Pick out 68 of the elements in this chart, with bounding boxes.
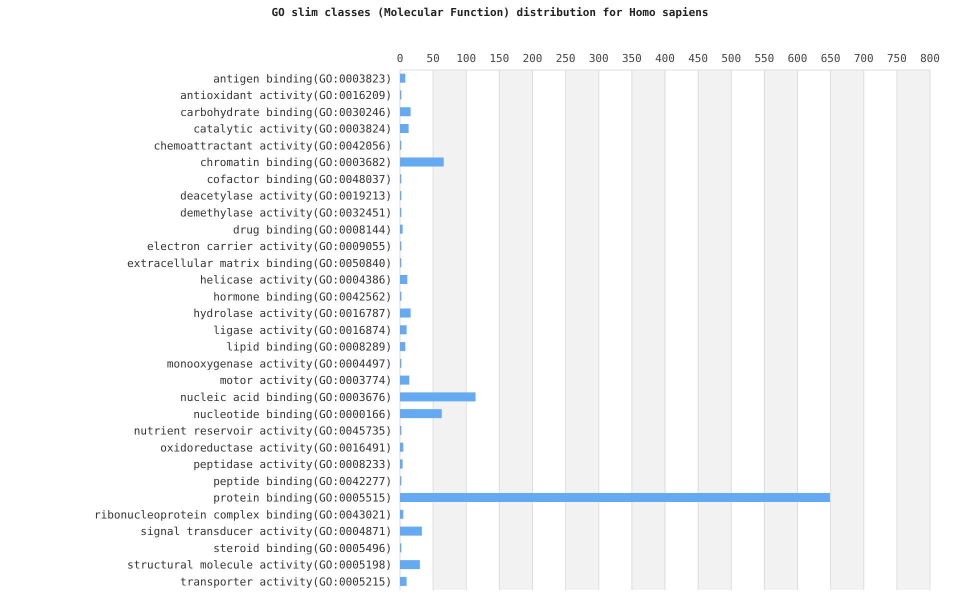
bar xyxy=(400,493,830,502)
y-tick-label: peptide binding(GO:0042277) xyxy=(213,474,392,488)
bar xyxy=(400,560,420,570)
bar xyxy=(400,526,422,536)
y-tick-label: nutrient reservoir activity(GO:0045735) xyxy=(134,424,392,438)
bar xyxy=(400,459,403,468)
x-tick-label: 150 xyxy=(489,52,510,65)
bar xyxy=(400,325,407,334)
x-tick-label: 600 xyxy=(788,52,808,65)
y-tick-label: nucleic acid binding(GO:0003676) xyxy=(180,391,392,404)
bar xyxy=(400,274,408,284)
y-tick-label: electron carrier activity(GO:0009055) xyxy=(146,240,392,254)
y-tick-label: hormone binding(GO:0042562) xyxy=(213,290,392,304)
bar xyxy=(400,124,409,134)
y-tick-label: peptidase activity(GO:0008233) xyxy=(193,458,392,472)
bar xyxy=(400,510,404,519)
x-tick-label: 500 xyxy=(721,52,742,65)
y-tick-label: structural molecule activity(GO:0005198) xyxy=(127,558,392,572)
y-tick-label: hydrolase activity(GO:0016787) xyxy=(193,307,392,320)
y-tick-label: chromatin binding(GO:0003682) xyxy=(200,156,392,170)
bar xyxy=(400,409,442,418)
x-tick-label: 300 xyxy=(588,52,609,65)
y-tick-label: ligase activity(GO:0016874) xyxy=(213,324,392,337)
y-tick-label: steroid binding(GO:0005496) xyxy=(213,542,392,555)
y-tick-label: cofactor binding(GO:0048037) xyxy=(206,172,392,186)
x-tick-label: 350 xyxy=(622,52,642,65)
x-tick-label: 700 xyxy=(854,52,874,65)
y-tick-label: protein binding(GO:0005515) xyxy=(213,492,392,505)
bar xyxy=(400,576,407,586)
x-tick-label: 400 xyxy=(655,52,675,65)
y-tick-label: monooxygenase activity(GO:0004497) xyxy=(166,357,392,370)
y-tick-label: catalytic activity(GO:0003824) xyxy=(193,122,392,136)
x-tick-label: 650 xyxy=(820,52,841,65)
x-tick-label: 750 xyxy=(886,52,907,65)
x-tick-label: 250 xyxy=(556,52,576,65)
bar xyxy=(400,392,476,402)
y-tick-label: chemoattractant activity(GO:0042056) xyxy=(154,139,392,152)
y-tick-label: drug binding(GO:0008144) xyxy=(233,223,392,236)
y-tick-label: carbohydrate binding(GO:0030246) xyxy=(180,106,392,119)
y-tick-label: transporter activity(GO:0005215) xyxy=(180,576,392,589)
y-tick-label: ribonucleoprotein complex binding(GO:0043021) xyxy=(94,508,392,522)
x-tick-label: 0 xyxy=(396,52,404,65)
bar xyxy=(400,342,406,352)
y-tick-label: lipid binding(GO:0008289) xyxy=(226,340,392,354)
bar xyxy=(400,158,444,167)
bar xyxy=(400,224,403,234)
x-tick-label: 800 xyxy=(920,52,940,65)
bar xyxy=(400,376,410,385)
y-tick-label: antioxidant activity(GO:0016209) xyxy=(180,89,392,102)
y-tick-label: deacetylase activity(GO:0019213) xyxy=(180,190,392,203)
x-tick-label: 200 xyxy=(522,52,542,65)
y-tick-label: demethylase activity(GO:0032451) xyxy=(180,206,392,220)
y-tick-label: oxidoreductase activity(GO:0016491) xyxy=(160,441,392,454)
y-tick-label: motor activity(GO:0003774) xyxy=(220,374,392,388)
x-tick-label: 550 xyxy=(754,52,774,65)
y-tick-label: helicase activity(GO:0004386) xyxy=(200,274,392,287)
y-tick-label: signal transducer activity(GO:0004871) xyxy=(140,525,392,538)
y-tick-label: antigen binding(GO:0003823) xyxy=(213,72,392,86)
x-tick-label: 450 xyxy=(688,52,708,65)
bar xyxy=(400,308,411,318)
x-tick-label: 50 xyxy=(426,52,440,65)
bar xyxy=(400,442,404,452)
bar xyxy=(400,74,406,83)
chart-title: GO slim classes (Molecular Function) distribution for Homo sapiens xyxy=(270,5,710,20)
bar xyxy=(400,107,411,116)
x-tick-label: 100 xyxy=(456,52,476,65)
y-tick-label: extracellular matrix binding(GO:0050840) xyxy=(127,256,392,270)
y-tick-label: nucleotide binding(GO:0000166) xyxy=(193,408,392,421)
